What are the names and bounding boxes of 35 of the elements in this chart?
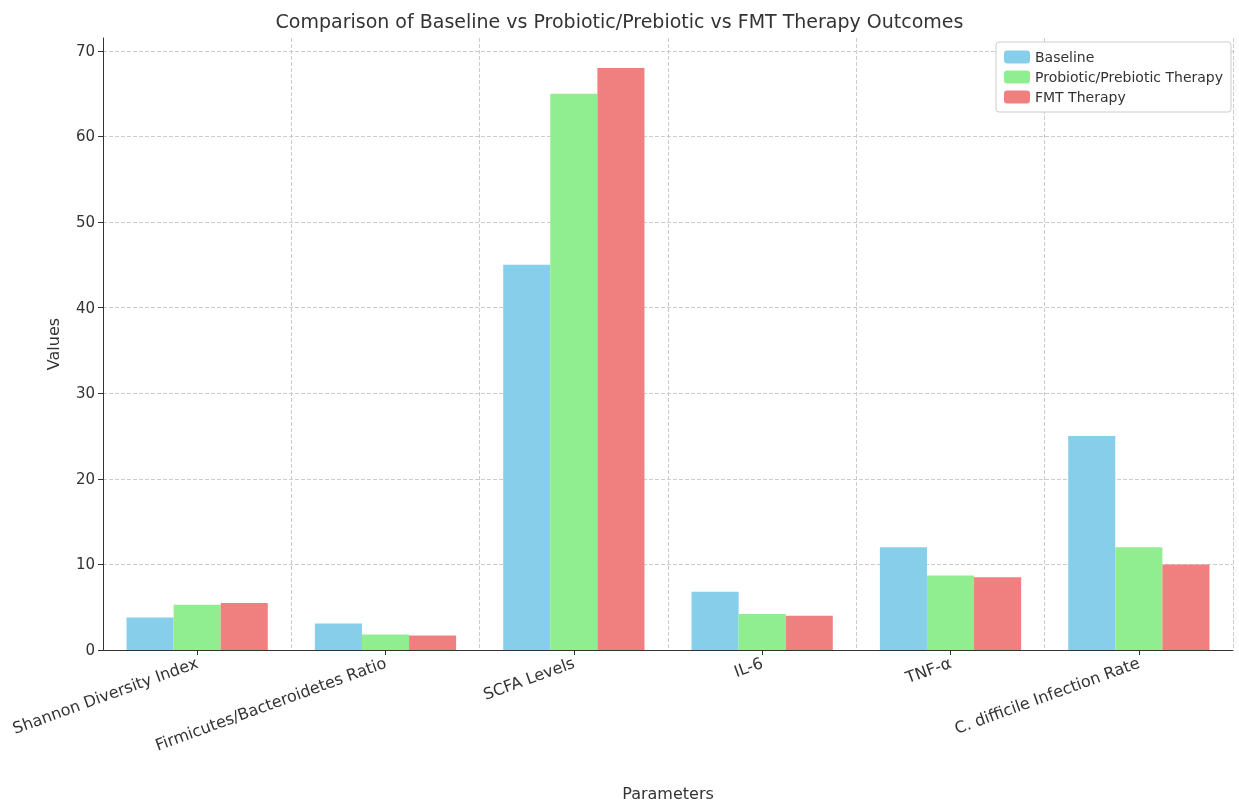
y-tick-label: 40 xyxy=(75,298,95,317)
bar xyxy=(503,264,551,650)
legend-label: Baseline xyxy=(1034,49,1095,65)
bar xyxy=(691,591,739,650)
bar xyxy=(314,623,362,650)
y-tick-label: 70 xyxy=(75,41,95,60)
x-tick-label: IL-6 xyxy=(731,653,766,681)
bar xyxy=(1068,436,1116,650)
legend-label: FMT Therapy xyxy=(1034,89,1126,105)
y-tick-label: 50 xyxy=(75,213,95,232)
x-tick-label: SCFA Levels xyxy=(480,653,578,704)
x-axis-title: Parameters xyxy=(622,783,714,803)
bar xyxy=(785,615,833,650)
bar xyxy=(1162,564,1210,650)
y-tick-label: 0 xyxy=(85,641,95,659)
bar xyxy=(361,634,410,650)
bar xyxy=(597,67,645,650)
y-tick-label: 30 xyxy=(75,384,95,403)
bar xyxy=(173,604,221,650)
chart-title: Comparison of Baseline vs Probiotic/Prebiotic vs FMT Therapy Outcomes xyxy=(275,9,964,32)
x-tick-label: TNF-α xyxy=(901,653,954,688)
bar xyxy=(1115,547,1163,650)
y-tick-label: 60 xyxy=(75,127,95,146)
bar xyxy=(126,617,174,650)
bar xyxy=(550,93,598,650)
y-tick-label: 20 xyxy=(75,469,95,488)
legend-label: Probiotic/Prebiotic Therapy xyxy=(1034,69,1223,85)
bar xyxy=(220,602,268,650)
bar xyxy=(409,635,457,650)
bar xyxy=(738,614,786,650)
bar xyxy=(879,547,927,650)
bar xyxy=(926,575,975,650)
y-tick-label: 10 xyxy=(75,555,95,574)
bar xyxy=(974,577,1022,650)
y-axis-title: Values xyxy=(43,317,63,371)
